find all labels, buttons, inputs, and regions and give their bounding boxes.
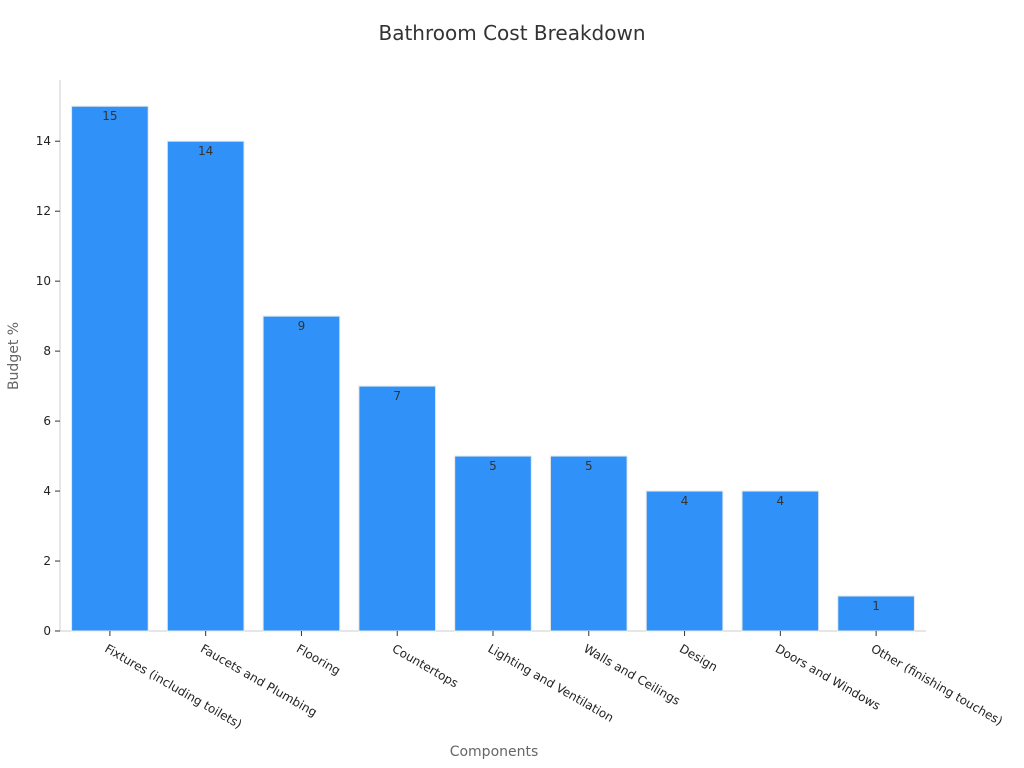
- y-tick-label: 2: [43, 554, 51, 568]
- y-tick-label: 8: [43, 344, 51, 358]
- y-tick-label: 10: [36, 274, 51, 288]
- data-label: 9: [298, 319, 306, 333]
- data-label: 14: [198, 144, 213, 158]
- chart-title: Bathroom Cost Breakdown: [378, 21, 645, 45]
- data-label: 4: [777, 494, 785, 508]
- x-tick-label: Walls and Ceilings: [581, 641, 682, 708]
- y-tick-label: 4: [43, 484, 51, 498]
- x-tick-label: Other (finishing touches): [869, 641, 1005, 728]
- y-tick-label: 0: [43, 624, 51, 638]
- bar: [166, 140, 245, 632]
- y-tick-label: 6: [43, 414, 51, 428]
- data-label: 5: [585, 459, 593, 473]
- bar: [549, 455, 628, 632]
- data-label: 1: [872, 599, 880, 613]
- bar: [645, 490, 724, 632]
- data-label: 7: [393, 389, 401, 403]
- bar: [454, 455, 532, 632]
- bar: [741, 490, 820, 632]
- bar: [71, 105, 149, 632]
- data-label: 5: [489, 459, 497, 473]
- data-label: 15: [102, 109, 117, 123]
- x-tick-label: Doors and Windows: [773, 641, 883, 713]
- y-tick-label: 12: [36, 204, 51, 218]
- x-tick-label: Flooring: [294, 641, 343, 677]
- bar: [262, 315, 341, 632]
- bar: [358, 385, 437, 632]
- y-tick-label: 14: [36, 134, 51, 148]
- x-tick-label: Design: [677, 641, 720, 674]
- x-tick-label: Countertops: [390, 641, 461, 690]
- bar: [837, 595, 915, 632]
- data-label: 4: [681, 494, 689, 508]
- y-axis-title: Budget %: [6, 322, 22, 390]
- x-axis-title: Components: [450, 744, 539, 760]
